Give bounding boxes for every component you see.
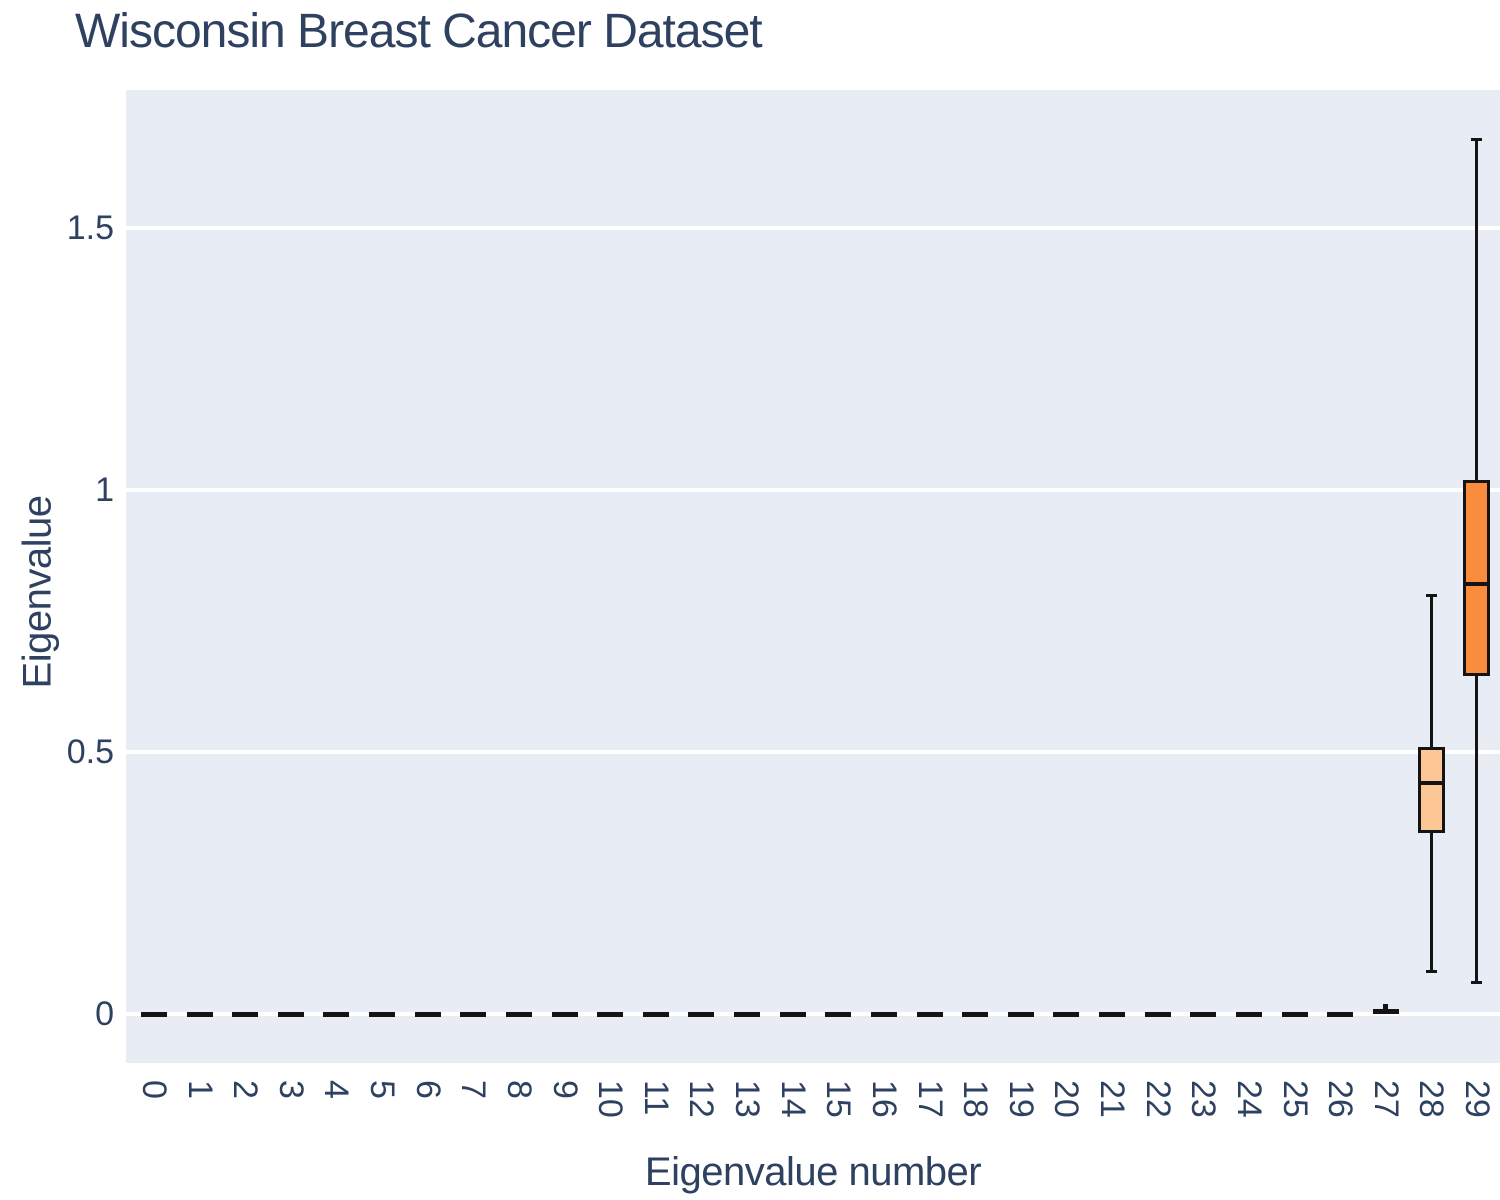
x-tick-label-19: 19 (1001, 1080, 1040, 1118)
flat-box-26 (1327, 1011, 1354, 1017)
whisker-cap-high-28 (1425, 593, 1437, 597)
y-tick-label-1.5: 1.5 (66, 209, 114, 247)
flat-box-6 (414, 1011, 441, 1017)
gridline-1.5 (126, 226, 1500, 230)
gridline-0.5 (126, 750, 1500, 754)
x-tick-label-20: 20 (1047, 1080, 1086, 1118)
whisker-cap-high-29 (1471, 137, 1483, 141)
flat-box-9 (551, 1011, 578, 1017)
flat-box-23 (1190, 1011, 1217, 1017)
whisker-cap-low-28 (1425, 970, 1437, 974)
x-tick-label-29: 29 (1457, 1080, 1496, 1118)
x-tick-label-3: 3 (271, 1080, 310, 1099)
x-tick-label-14: 14 (773, 1080, 812, 1118)
flat-box-15 (825, 1011, 852, 1017)
gridline-0 (126, 1012, 1500, 1016)
flat-box-12 (688, 1011, 715, 1017)
whisker-cap-low-29 (1471, 980, 1483, 984)
flat-box-2 (232, 1011, 259, 1017)
y-tick-label-0: 0 (95, 995, 114, 1033)
y-axis-title: Eigenvalue (15, 495, 60, 689)
flat-box-11 (642, 1011, 669, 1017)
x-tick-label-6: 6 (408, 1080, 447, 1099)
flat-box-20 (1053, 1011, 1080, 1017)
x-tick-label-22: 22 (1138, 1080, 1177, 1118)
chart-title: Wisconsin Breast Cancer Dataset (75, 5, 763, 58)
box-29 (1463, 479, 1491, 677)
flat-box-19 (1007, 1011, 1034, 1017)
x-tick-label-15: 15 (819, 1080, 858, 1118)
plot-area (126, 90, 1500, 1063)
flat-box-21 (1099, 1011, 1126, 1017)
x-axis-title: Eigenvalue number (644, 1150, 982, 1194)
flat-box-25 (1281, 1011, 1308, 1017)
flat-box-16 (870, 1011, 897, 1017)
x-tick-label-2: 2 (226, 1080, 265, 1099)
x-tick-label-28: 28 (1412, 1080, 1451, 1118)
median-28 (1417, 781, 1445, 786)
x-tick-label-1: 1 (180, 1080, 219, 1099)
flat-box-0 (141, 1011, 167, 1017)
x-tick-label-9: 9 (545, 1080, 584, 1099)
flat-box-27 (1372, 1008, 1399, 1014)
flat-box-22 (1144, 1011, 1171, 1017)
flat-box-4 (323, 1011, 350, 1017)
median-29 (1463, 582, 1491, 587)
x-tick-label-8: 8 (499, 1080, 538, 1099)
x-tick-label-0: 0 (135, 1080, 173, 1099)
x-tick-label-24: 24 (1229, 1080, 1268, 1118)
box-28 (1417, 746, 1445, 834)
x-tick-label-23: 23 (1184, 1080, 1223, 1118)
x-tick-label-21: 21 (1093, 1080, 1132, 1118)
x-tick-label-18: 18 (956, 1080, 995, 1118)
flat-box-whisker-27 (1383, 1003, 1389, 1009)
flat-box-13 (734, 1011, 761, 1017)
flat-box-24 (1235, 1011, 1262, 1017)
x-tick-label-27: 27 (1366, 1080, 1405, 1118)
flat-box-18 (962, 1011, 989, 1017)
flat-box-14 (779, 1011, 806, 1017)
x-tick-label-12: 12 (682, 1080, 721, 1118)
y-tick-label-0.5: 0.5 (66, 733, 114, 771)
flat-box-17 (916, 1011, 943, 1017)
flat-box-1 (186, 1011, 213, 1017)
x-tick-label-4: 4 (317, 1080, 356, 1099)
x-tick-label-25: 25 (1275, 1080, 1314, 1118)
gridline-1 (126, 488, 1500, 492)
x-tick-label-5: 5 (363, 1080, 402, 1099)
x-tick-label-16: 16 (864, 1080, 903, 1118)
flat-box-10 (597, 1011, 624, 1017)
x-tick-label-26: 26 (1321, 1080, 1360, 1118)
flat-box-3 (277, 1011, 304, 1017)
x-tick-label-7: 7 (454, 1080, 493, 1099)
x-tick-label-10: 10 (591, 1080, 630, 1118)
y-tick-label-1: 1 (95, 471, 114, 509)
flat-box-5 (369, 1011, 396, 1017)
x-tick-label-17: 17 (910, 1080, 949, 1118)
x-tick-label-13: 13 (728, 1080, 767, 1118)
flat-box-7 (460, 1011, 487, 1017)
x-tick-label-11: 11 (636, 1080, 675, 1116)
flat-box-8 (505, 1011, 532, 1017)
